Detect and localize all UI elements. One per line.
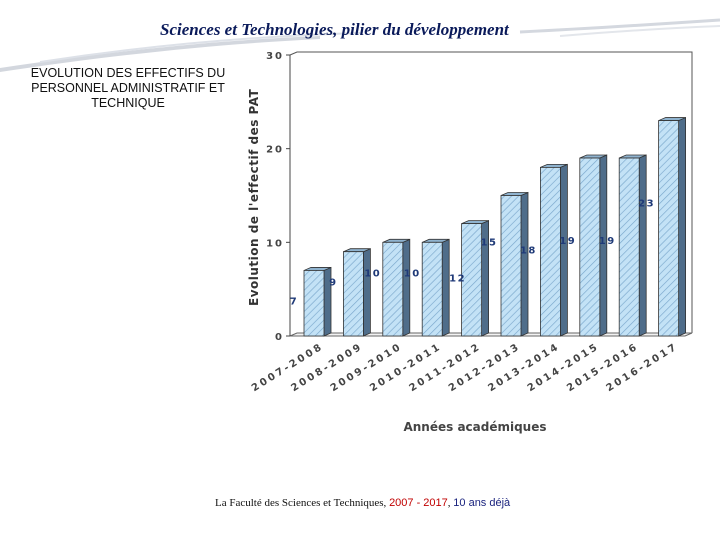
x-tick-label: 2013-2014 <box>486 341 562 394</box>
x-tick-label: 2016-2017 <box>605 341 681 394</box>
bar-value-label: 19 <box>599 236 616 247</box>
x-tick-label: 2007-2008 <box>250 341 326 394</box>
footer: La Faculté des Sciences et Techniques, 2… <box>215 497 510 509</box>
bar: 19 <box>559 154 608 337</box>
bar-value-label: 18 <box>520 245 537 256</box>
x-tick-label: 2012-2013 <box>447 341 523 394</box>
bar-value-label: 19 <box>559 236 576 247</box>
bar-side <box>441 238 450 337</box>
bar-value-label: 23 <box>638 199 655 210</box>
bar-value-label: 10 <box>364 268 381 279</box>
x-tick-label: 2008-2009 <box>289 341 365 394</box>
bar-side <box>402 238 411 337</box>
bar-side <box>520 191 529 337</box>
bar: 15 <box>481 191 529 337</box>
bar: 12 <box>449 219 490 337</box>
bar-value-label: 10 <box>404 268 421 279</box>
x-tick-label: 2009-2010 <box>329 341 405 394</box>
bar-value-label: 12 <box>449 274 466 285</box>
bar-value-label: 15 <box>481 238 498 249</box>
x-tick-labels: 2007-20082008-20092009-20102010-20112011… <box>250 341 680 394</box>
bar-value-label: 9 <box>329 278 337 289</box>
chart-heading-line-2: PERSONNEL ADMINISTRATIF ET <box>31 81 225 95</box>
bar: 10 <box>364 238 411 337</box>
x-tick-label: 2011-2012 <box>408 341 484 394</box>
chart-heading: EVOLUTION DES EFFECTIFS DU PERSONNEL ADM… <box>8 66 248 111</box>
bar: 10 <box>404 238 450 337</box>
y-tick-label: 0 <box>275 332 284 343</box>
y-axis: 0 10 20 30 <box>266 51 291 343</box>
footer-duration: 10 ans déjà <box>453 497 511 509</box>
bar-front <box>382 241 404 337</box>
bar: 23 <box>638 116 686 337</box>
slide-title: Sciences et Technologies, pilier du déve… <box>160 20 509 39</box>
bars: 7 9 10 10 12 15 18 19 19 23 <box>290 116 686 337</box>
bar-front <box>342 251 364 337</box>
bar-front <box>658 120 679 337</box>
bar: 7 <box>290 266 332 337</box>
bar-side <box>560 163 568 337</box>
footer-separator: , <box>447 497 454 509</box>
y-axis-label: Evolution de l'effectif des PAT <box>247 88 261 306</box>
y-tick-label: 30 <box>266 51 284 62</box>
chart-heading-line-3: TECHNIQUE <box>91 96 165 110</box>
footer-years: 2007 - 2017 <box>389 497 448 509</box>
x-tick-label: 2014-2015 <box>526 341 602 394</box>
bar-front <box>500 195 522 337</box>
x-tick-label: 2010-2011 <box>368 341 444 394</box>
y-tick-label: 10 <box>266 238 284 249</box>
bar-front <box>618 157 640 337</box>
x-axis-label: Années académiques <box>403 420 546 434</box>
bar-side <box>362 248 371 337</box>
bar: 18 <box>520 163 568 337</box>
bar-front <box>579 157 601 337</box>
x-tick-label: 2015-2016 <box>565 341 641 394</box>
bar-value-label: 7 <box>290 296 298 307</box>
bar-front <box>461 223 483 337</box>
footer-prefix: La Faculté des Sciences et Techniques, <box>215 497 390 509</box>
chart-heading-line-1: EVOLUTION DES EFFECTIFS DU <box>30 66 226 80</box>
bar-front <box>303 270 325 337</box>
bar-front <box>540 166 561 337</box>
bar-front <box>421 241 443 337</box>
plot-back-frame <box>289 51 693 333</box>
bar: 9 <box>329 248 371 337</box>
bar-side <box>638 154 647 337</box>
bar: 19 <box>599 154 647 337</box>
y-tick-label: 20 <box>266 145 284 156</box>
bar-side <box>678 116 686 337</box>
